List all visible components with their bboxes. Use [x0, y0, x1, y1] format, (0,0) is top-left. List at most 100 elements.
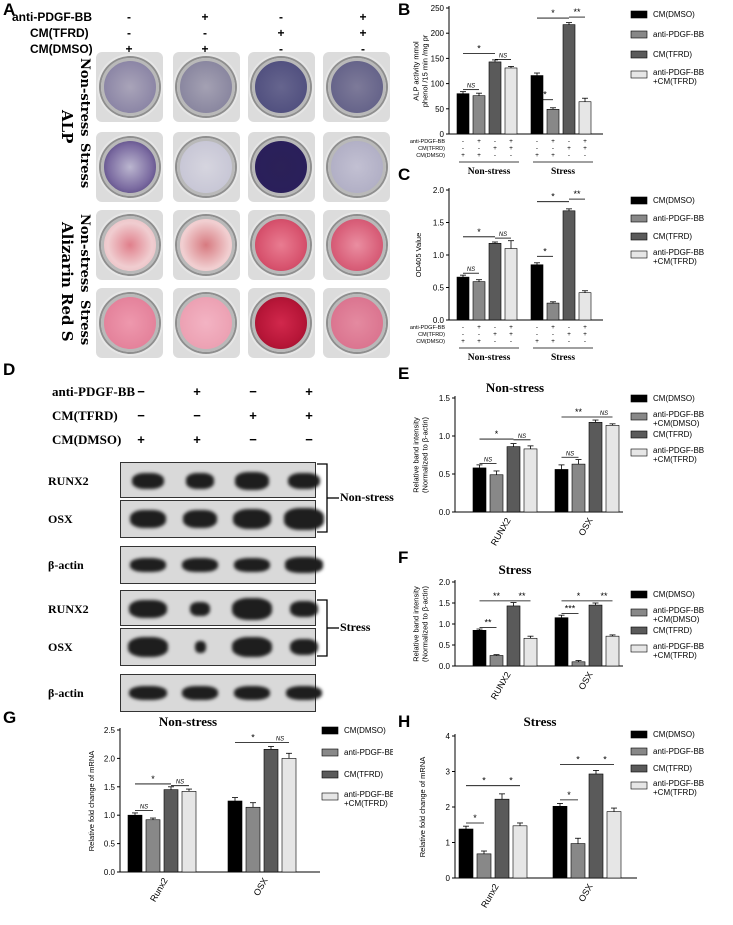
sign-mark: +	[461, 338, 465, 345]
bracket-label-stress: Stress	[340, 620, 371, 634]
legend-swatch	[630, 448, 648, 457]
chart-title: Stress	[499, 562, 532, 577]
sign-mark: +	[477, 338, 481, 345]
sign-mark: +	[493, 145, 497, 152]
y-tick-label: 1.0	[439, 620, 451, 629]
bar-anti-pdgf-bb-cm-tfrd-	[504, 248, 518, 321]
condition-mark: -	[279, 10, 283, 24]
significance-mark: *	[551, 192, 555, 202]
panel-letter-g: G	[3, 708, 17, 727]
y-tick-label: 1.5	[104, 783, 116, 792]
legend-label: anti-PDGF-BB +CM(TFRD)	[653, 68, 704, 86]
legend-swatch	[321, 792, 339, 801]
sign-mark: +	[477, 138, 481, 145]
y-tick-label: 1	[446, 839, 451, 848]
legend-label: anti-PDGF-BB	[653, 30, 704, 39]
sign-mark: -	[510, 338, 512, 345]
bar-cm-tfrd-	[562, 210, 576, 321]
condition-mark: +	[193, 432, 201, 447]
bar-anti-pdgf-bb-cm-dmso-	[489, 474, 504, 513]
row-label-alp-nonstress: Non-stress	[77, 58, 92, 137]
sign-mark: +	[551, 324, 555, 331]
sign-mark: -	[536, 324, 538, 331]
significance-mark: *	[482, 776, 486, 786]
bar-cm-dmso-	[554, 617, 569, 667]
significance-mark: NS	[518, 434, 526, 440]
y-tick-label: 3	[446, 768, 451, 777]
sign-mark: -	[494, 152, 496, 159]
sign-mark: +	[551, 338, 555, 345]
legend-label: CM(TFRD)	[653, 430, 692, 439]
bar-cm-dmso-	[472, 467, 487, 513]
legend-label: anti-PDGF-BB +CM(TFRD)	[653, 642, 704, 660]
significance-mark: *	[473, 813, 477, 823]
bar-anti-pdgf-bb-cm-tfrd-	[512, 825, 528, 879]
sign-row-label: CM(TFRD)	[418, 146, 445, 152]
bar-anti-pdgf-bb	[570, 843, 586, 879]
chart-f-stress-band: Stress 0.0 0.5 1.0 1.5 2.0 Relative band inten…	[412, 562, 705, 701]
bar-anti-pdgf-bb	[472, 95, 486, 135]
sign-mark: -	[510, 152, 512, 159]
x-tick-label: OSX	[577, 516, 595, 537]
x-tick-label: Runx2	[148, 876, 170, 904]
y-tick-label: 0.0	[439, 508, 451, 517]
legend-swatch	[630, 70, 648, 79]
group-label: Non-stress	[468, 353, 511, 363]
significance-mark: *	[151, 774, 155, 784]
sign-mark: +	[509, 138, 513, 145]
y-tick-label: 2.0	[439, 578, 451, 587]
x-tick-label: OSX	[577, 882, 595, 903]
blot-label: OSX	[48, 512, 73, 526]
blot-band	[290, 600, 318, 618]
condition-mark: −	[249, 432, 257, 447]
condition-mark: −	[193, 408, 201, 423]
legend-label: CM(DMSO)	[653, 10, 695, 19]
bar-cm-tfrd-	[488, 242, 502, 321]
y-tick-label: 200	[431, 29, 445, 38]
significance-mark: **	[493, 591, 501, 601]
legend-swatch	[630, 250, 648, 259]
sign-row-label: anti-PDGF-BB	[410, 139, 445, 145]
condition-mark: +	[305, 384, 313, 399]
x-tick-label: OSX	[577, 670, 595, 691]
ars-well-nonstress-2	[177, 216, 235, 274]
bar-cm-tfrd-	[588, 604, 603, 667]
blot-band	[182, 685, 218, 701]
sign-mark: +	[535, 152, 539, 159]
legend-swatch	[630, 430, 648, 439]
ars-well-stress-4	[328, 294, 386, 352]
condition-label: CM(DMSO)	[30, 42, 93, 56]
legend-label: CM(DMSO)	[653, 196, 695, 205]
significance-mark: NS	[484, 457, 492, 463]
condition-label: anti-PDGF-BB	[12, 10, 92, 24]
y-tick-label: 0	[446, 874, 451, 883]
x-tick-label: Runx2	[479, 882, 501, 910]
blot-band	[130, 510, 166, 528]
y-tick-label: 1.5	[439, 394, 451, 403]
blot-brackets	[317, 463, 339, 657]
ars-well-nonstress-1	[101, 216, 159, 274]
group-label: Stress	[551, 353, 575, 363]
bar-cm-tfrd-	[588, 773, 604, 879]
blot-label: RUNX2	[48, 474, 89, 488]
blot-band	[129, 600, 167, 618]
y-tick-label: 0.0	[104, 868, 116, 877]
blot-label: OSX	[48, 640, 73, 654]
y-tick-label: 1.0	[104, 811, 116, 820]
significance-mark: NS	[140, 805, 148, 811]
y-tick-label: 1.5	[433, 219, 445, 228]
sign-mark: +	[509, 331, 513, 338]
x-tick-label: RUNX2	[489, 516, 513, 547]
bar-cm-dmso-	[456, 93, 470, 135]
legend-label: anti-PDGF-BB	[344, 748, 393, 757]
significance-mark: *	[603, 754, 607, 764]
bar-cm-dmso-	[552, 805, 568, 879]
legend-swatch	[630, 214, 648, 223]
legend-label: CM(TFRD)	[653, 764, 692, 773]
legend-swatch	[321, 726, 339, 735]
bar-cm-tfrd-	[562, 24, 576, 135]
sign-mark: -	[568, 324, 570, 331]
significance-mark: *	[577, 591, 581, 601]
blot-band	[186, 473, 214, 489]
legend-label: CM(TFRD)	[344, 770, 383, 779]
